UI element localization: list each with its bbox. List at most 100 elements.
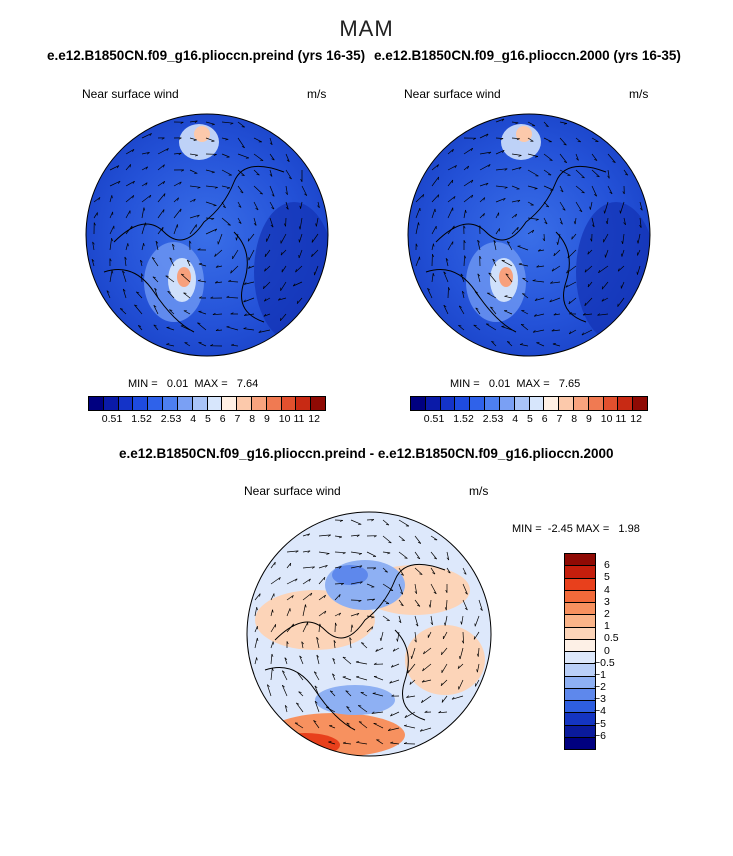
wind-vector <box>215 281 223 284</box>
wind-vector-head <box>169 257 173 260</box>
wind-vector-head <box>243 313 247 316</box>
panel1-colorbar-swatch <box>133 397 149 410</box>
wind-vector <box>350 624 353 633</box>
wind-vector-head <box>384 571 388 573</box>
wind-vector-head <box>507 241 510 244</box>
wind-vector <box>269 169 273 177</box>
wind-vector <box>197 280 207 283</box>
wind-vector <box>597 313 609 316</box>
wind-vector-head <box>457 665 460 669</box>
wind-vector-head <box>267 684 270 687</box>
wind-vector-head <box>111 195 113 199</box>
wind-vector <box>318 576 326 585</box>
wind-vector <box>109 225 115 235</box>
wind-vector <box>221 153 230 158</box>
wind-vector <box>587 249 593 255</box>
wind-vector <box>302 566 315 569</box>
wind-vector-head <box>518 262 522 265</box>
wind-vector <box>366 519 374 521</box>
panel1-colorbar-swatch <box>266 397 282 410</box>
wind-vector <box>325 706 336 713</box>
wind-vector <box>157 181 165 187</box>
wind-vector <box>590 201 593 210</box>
wind-vector-head <box>120 308 124 310</box>
wind-vector <box>581 329 593 336</box>
difference-colorbar-tick-label: −0.5 <box>594 656 615 669</box>
wind-vector-head <box>307 550 311 553</box>
wind-vector <box>406 695 416 698</box>
wind-vector-head <box>314 685 318 689</box>
wind-vector-head <box>129 164 132 168</box>
wind-vector-head <box>419 728 423 732</box>
wind-vector <box>388 727 400 731</box>
wind-vector-head <box>417 541 421 544</box>
wind-vector <box>264 297 271 302</box>
wind-vector <box>269 185 275 197</box>
panel1-colorbar-tick-label: 5 <box>205 413 211 425</box>
wind-vector <box>253 169 260 176</box>
wind-vector <box>536 342 545 347</box>
wind-vector-head <box>581 176 585 179</box>
wind-vector-head <box>562 208 566 211</box>
wind-vector-head <box>271 158 275 161</box>
wind-vector <box>479 151 492 155</box>
wind-vector-head <box>414 591 417 594</box>
wind-vector <box>553 313 561 316</box>
wind-vector <box>390 711 400 717</box>
panel2-colorbar-tick-label: 2 <box>468 413 474 425</box>
wind-vector <box>637 233 641 244</box>
wind-vector-head <box>199 296 202 299</box>
wind-vector-head <box>230 312 234 315</box>
wind-vector <box>243 328 255 331</box>
panel1-colorbar-swatch <box>163 397 178 410</box>
wind-vector <box>427 631 432 638</box>
wind-vector-head <box>198 263 202 265</box>
wind-vector-head <box>507 341 511 343</box>
wind-vector-head <box>422 668 425 672</box>
wind-vector <box>318 610 327 617</box>
wind-vector <box>264 249 271 258</box>
wind-vector <box>462 631 464 644</box>
wind-vector-head <box>296 300 299 304</box>
wind-vector-head <box>419 573 423 575</box>
wind-vector-head <box>581 332 584 336</box>
wind-vector <box>302 592 313 601</box>
wind-vector-head <box>387 552 391 555</box>
wind-vector <box>228 280 239 283</box>
wind-vector <box>270 653 273 665</box>
wind-vector-head <box>243 327 247 329</box>
wind-vector <box>538 249 545 252</box>
wind-vector-head <box>342 656 346 659</box>
wind-vector <box>157 193 166 203</box>
wind-vector-head <box>295 550 299 553</box>
wind-vector <box>607 185 613 194</box>
wind-vector <box>215 329 223 332</box>
wind-vector <box>431 208 436 219</box>
wind-vector <box>623 169 629 176</box>
wind-vector-head <box>422 194 425 198</box>
wind-vector-head <box>515 213 518 217</box>
wind-vector-head <box>259 593 261 597</box>
panel2-colorbar-swatch <box>544 397 560 410</box>
wind-vector <box>460 273 465 283</box>
panel1-colorbar-swatch <box>89 397 104 410</box>
wind-vector <box>366 626 374 633</box>
panel2-colorbar-tick-label: 5 <box>527 413 533 425</box>
wind-vector <box>350 599 362 601</box>
panel1-colorbar-tick-label: 2.5 <box>160 413 176 425</box>
wind-vector <box>559 153 568 163</box>
wind-vector-head <box>479 225 482 229</box>
wind-vector-head <box>295 269 297 273</box>
wind-vector-head <box>277 297 281 301</box>
wind-vector-head <box>446 557 450 561</box>
wind-vector-head <box>388 541 392 544</box>
wind-vector-head <box>464 607 468 611</box>
wind-vector <box>495 168 508 171</box>
wind-vector <box>314 685 320 697</box>
wind-vector-head <box>636 240 639 244</box>
wind-vector <box>382 519 390 526</box>
panel2-colorbar-swatch <box>455 397 471 410</box>
wind-vector-head <box>400 604 404 607</box>
wind-vector-head <box>165 275 169 277</box>
wind-vector-head <box>493 240 497 243</box>
